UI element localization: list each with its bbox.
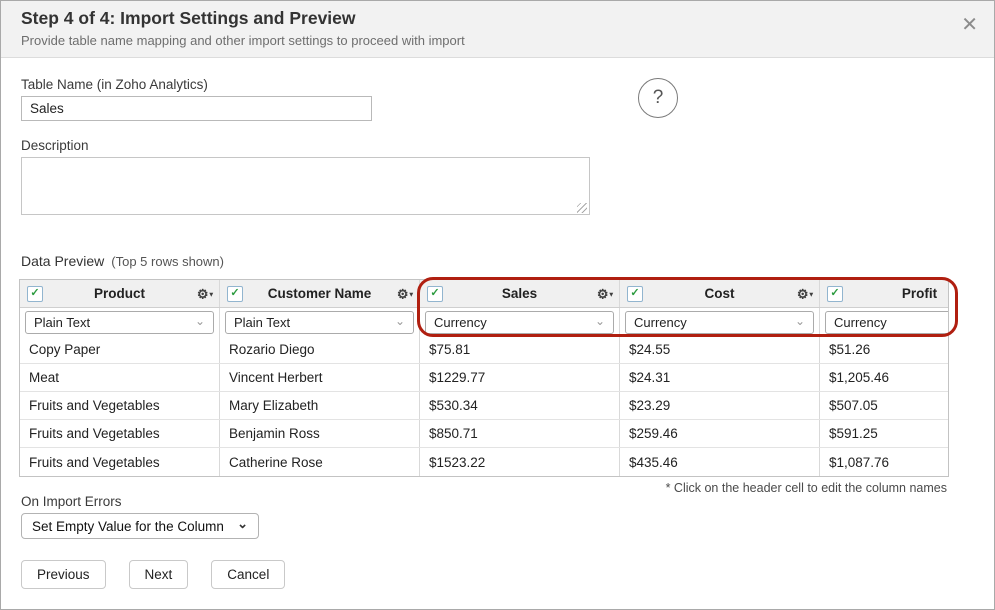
data-preview-title: Data Preview xyxy=(21,253,104,269)
chevron-down-icon: ⌄ xyxy=(595,315,605,327)
table-cell: $530.34 xyxy=(420,392,620,419)
table-cell: Rozario Diego xyxy=(220,336,420,363)
column-header-profit[interactable]: ✓ Profit ⚙▾ xyxy=(820,280,949,307)
table-cell: $507.05 xyxy=(820,392,949,419)
import-settings-dialog: { "dialog": { "title": "Step 4 of 4: Imp… xyxy=(0,0,995,610)
table-cell: $1,087.76 xyxy=(820,448,949,476)
table-cell: Benjamin Ross xyxy=(220,420,420,447)
dialog-header: Step 4 of 4: Import Settings and Preview… xyxy=(1,1,994,58)
table-cell: $259.46 xyxy=(620,420,820,447)
table-cell: $51.26 xyxy=(820,336,949,363)
table-row: Meat Vincent Herbert $1229.77 $24.31 $1,… xyxy=(20,364,949,392)
column-type-row: Plain Text ⌄ Plain Text ⌄ Currency ⌄ Cur… xyxy=(20,308,949,336)
chevron-down-icon: ⌄ xyxy=(195,315,205,327)
table-cell: Meat xyxy=(20,364,220,391)
chevron-down-icon: ⌄ xyxy=(795,315,805,327)
table-cell: Copy Paper xyxy=(20,336,220,363)
table-cell: $24.55 xyxy=(620,336,820,363)
column-name: Cost xyxy=(705,286,735,301)
page-subtitle: Provide table name mapping and other imp… xyxy=(21,33,465,48)
column-name: Customer Name xyxy=(268,286,372,301)
table-cell: Mary Elizabeth xyxy=(220,392,420,419)
table-cell: $435.46 xyxy=(620,448,820,476)
table-cell: $1229.77 xyxy=(420,364,620,391)
chevron-down-icon: ⌄ xyxy=(237,516,248,532)
chevron-down-icon: ⌄ xyxy=(395,315,405,327)
table-header-row: ✓ Product ⚙▾ ✓ Customer Name ⚙▾ ✓ Sales … xyxy=(20,280,949,308)
import-errors-selected-value: Set Empty Value for the Column xyxy=(32,519,224,534)
type-cell: Currency ⌄ xyxy=(420,308,620,336)
page-title: Step 4 of 4: Import Settings and Preview xyxy=(21,8,356,29)
close-icon[interactable]: ✕ xyxy=(961,15,978,35)
selected-type: Currency xyxy=(434,315,487,330)
table-cell: $75.81 xyxy=(420,336,620,363)
checkbox-checked-icon[interactable]: ✓ xyxy=(27,286,43,302)
description-label: Description xyxy=(21,138,89,153)
column-type-select-cost[interactable]: Currency ⌄ xyxy=(625,311,814,334)
data-preview-label: Data Preview (Top 5 rows shown) xyxy=(21,253,224,269)
column-type-select-customer-name[interactable]: Plain Text ⌄ xyxy=(225,311,414,334)
table-cell: Fruits and Vegetables xyxy=(20,392,220,419)
checkbox-checked-icon[interactable]: ✓ xyxy=(627,286,643,302)
table-name-label: Table Name (in Zoho Analytics) xyxy=(21,77,208,92)
data-preview-hint: (Top 5 rows shown) xyxy=(111,254,224,269)
selected-type: Plain Text xyxy=(234,315,290,330)
table-cell: Fruits and Vegetables xyxy=(20,448,220,476)
column-type-select-sales[interactable]: Currency ⌄ xyxy=(425,311,614,334)
checkbox-checked-icon[interactable]: ✓ xyxy=(227,286,243,302)
column-name: Product xyxy=(94,286,145,301)
table-cell: Fruits and Vegetables xyxy=(20,420,220,447)
preview-table: ✓ Product ⚙▾ ✓ Customer Name ⚙▾ ✓ Sales … xyxy=(19,279,949,477)
table-cell: Vincent Herbert xyxy=(220,364,420,391)
help-icon[interactable]: ? xyxy=(638,78,678,118)
gear-icon[interactable]: ⚙▾ xyxy=(797,287,813,300)
gear-icon[interactable]: ⚙▾ xyxy=(397,287,413,300)
column-type-select-product[interactable]: Plain Text ⌄ xyxy=(25,311,214,334)
cancel-button[interactable]: Cancel xyxy=(211,560,285,589)
table-row: Fruits and Vegetables Catherine Rose $15… xyxy=(20,448,949,476)
resize-handle-icon[interactable] xyxy=(577,203,587,213)
table-row: Fruits and Vegetables Mary Elizabeth $53… xyxy=(20,392,949,420)
header-edit-footnote: * Click on the header cell to edit the c… xyxy=(666,481,947,495)
gear-icon[interactable]: ⚙▾ xyxy=(597,287,613,300)
description-textarea[interactable] xyxy=(21,157,590,215)
type-cell: Currency ⌄ xyxy=(620,308,820,336)
type-cell: Plain Text ⌄ xyxy=(20,308,220,336)
import-errors-select[interactable]: Set Empty Value for the Column ⌄ xyxy=(21,513,259,539)
table-name-input[interactable] xyxy=(21,96,372,121)
column-name: Profit xyxy=(902,286,937,301)
footer-buttons: Previous Next Cancel xyxy=(21,560,285,589)
table-row: Fruits and Vegetables Benjamin Ross $850… xyxy=(20,420,949,448)
selected-type: Currency xyxy=(834,315,887,330)
selected-type: Currency xyxy=(634,315,687,330)
table-cell: $591.25 xyxy=(820,420,949,447)
gear-icon[interactable]: ⚙▾ xyxy=(197,287,213,300)
column-name: Sales xyxy=(502,286,537,301)
table-cell: $850.71 xyxy=(420,420,620,447)
previous-button[interactable]: Previous xyxy=(21,560,106,589)
type-cell: Currency ⌄ xyxy=(820,308,949,336)
checkbox-checked-icon[interactable]: ✓ xyxy=(427,286,443,302)
table-cell: $1,205.46 xyxy=(820,364,949,391)
table-cell: $24.31 xyxy=(620,364,820,391)
table-cell: $1523.22 xyxy=(420,448,620,476)
table-cell: Catherine Rose xyxy=(220,448,420,476)
selected-type: Plain Text xyxy=(34,315,90,330)
table-cell: $23.29 xyxy=(620,392,820,419)
column-header-customer-name[interactable]: ✓ Customer Name ⚙▾ xyxy=(220,280,420,307)
next-button[interactable]: Next xyxy=(129,560,189,589)
column-type-select-profit[interactable]: Currency ⌄ xyxy=(825,311,949,334)
column-header-sales[interactable]: ✓ Sales ⚙▾ xyxy=(420,280,620,307)
on-import-errors-label: On Import Errors xyxy=(21,494,122,509)
table-row: Copy Paper Rozario Diego $75.81 $24.55 $… xyxy=(20,336,949,364)
column-header-cost[interactable]: ✓ Cost ⚙▾ xyxy=(620,280,820,307)
column-header-product[interactable]: ✓ Product ⚙▾ xyxy=(20,280,220,307)
type-cell: Plain Text ⌄ xyxy=(220,308,420,336)
checkbox-checked-icon[interactable]: ✓ xyxy=(827,286,843,302)
